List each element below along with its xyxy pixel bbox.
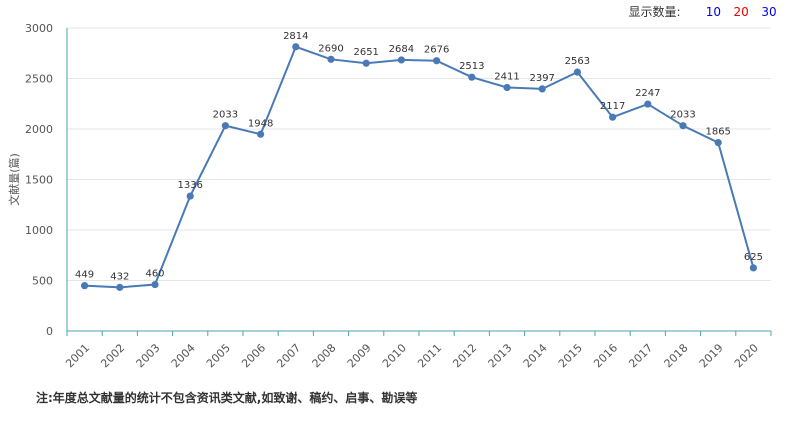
data-point xyxy=(397,56,405,64)
data-point xyxy=(221,122,229,130)
x-tick-label: 2011 xyxy=(415,341,444,370)
footnote: 注:年度总文献量的统计不包含资讯类文献,如致谢、稿约、启事、勘误等 xyxy=(36,391,418,405)
data-label: 1865 xyxy=(705,127,730,138)
display-count-30-option[interactable]: 30 xyxy=(761,5,777,19)
data-label: 2513 xyxy=(459,61,484,72)
data-point xyxy=(503,83,511,92)
y-axis-title: 文献量(篇) xyxy=(7,153,21,206)
display-count-bar: 显示数量: 10 20 30 xyxy=(628,3,778,20)
series-line xyxy=(84,45,755,289)
data-point xyxy=(468,73,476,81)
x-tick-label: 2003 xyxy=(134,341,163,370)
data-point xyxy=(644,100,652,108)
y-tick-label: 500 xyxy=(32,275,53,288)
y-tick-label: 1500 xyxy=(25,174,53,187)
data-label: 2247 xyxy=(635,88,660,99)
data-label: 2690 xyxy=(318,43,343,54)
data-point xyxy=(116,283,124,291)
data-point xyxy=(433,57,441,65)
x-tick-label: 2007 xyxy=(274,341,303,370)
data-label: 2684 xyxy=(389,44,414,55)
data-point xyxy=(749,264,758,272)
data-label: 2117 xyxy=(600,101,625,112)
data-label: 460 xyxy=(145,269,164,280)
x-tick-label: 2001 xyxy=(63,341,92,370)
x-tick-label: 2017 xyxy=(626,341,655,370)
data-label: 2814 xyxy=(283,31,308,42)
line-chart: 0 500 1000 1500 2000 2500 3000 2001 2002 2003 2004… xyxy=(7,22,772,370)
x-tick-label: 2020 xyxy=(732,341,761,370)
x-tick-label: 2012 xyxy=(450,341,479,370)
data-point xyxy=(538,85,546,93)
x-tick-label: 2010 xyxy=(380,341,409,370)
data-label: 2033 xyxy=(213,110,238,121)
y-tick-label: 2500 xyxy=(25,73,53,86)
data-label: 2397 xyxy=(529,73,554,84)
data-label: 1948 xyxy=(248,118,273,129)
y-tick-label: 1000 xyxy=(25,224,53,237)
x-tick-label: 2006 xyxy=(239,341,268,370)
data-point xyxy=(257,130,265,138)
data-point xyxy=(327,55,335,63)
data-label: 2033 xyxy=(670,110,695,121)
x-tick-label: 2005 xyxy=(204,341,233,370)
x-tick-label: 2018 xyxy=(662,341,691,370)
data-label: 2651 xyxy=(353,47,378,58)
data-point xyxy=(679,122,687,130)
data-label: 2411 xyxy=(494,71,519,82)
data-point xyxy=(151,280,159,289)
x-tick-label: 2009 xyxy=(345,341,374,370)
display-count-label: 显示数量: xyxy=(628,5,681,19)
y-tick-label: 0 xyxy=(46,325,53,338)
y-tick-label: 2000 xyxy=(25,123,53,136)
data-label: 1336 xyxy=(177,180,202,191)
x-tick-label: 2019 xyxy=(697,341,726,370)
data-point xyxy=(714,139,722,147)
data-label: 625 xyxy=(744,252,763,263)
display-count-20-option[interactable]: 20 xyxy=(733,5,749,19)
x-tick-label: 2013 xyxy=(486,341,515,370)
y-tick-label: 3000 xyxy=(25,22,53,35)
data-point xyxy=(362,59,370,67)
x-tick-label: 2016 xyxy=(591,341,620,370)
data-label: 2676 xyxy=(424,45,449,56)
x-tick-label: 2004 xyxy=(169,341,198,370)
data-point xyxy=(186,192,194,200)
data-point xyxy=(573,68,582,76)
data-point xyxy=(292,43,300,51)
x-tick-label: 2015 xyxy=(556,341,585,370)
data-label: 2563 xyxy=(565,56,590,67)
x-tick-label: 2008 xyxy=(310,341,339,370)
x-tick-label: 2014 xyxy=(521,341,550,370)
display-count-10-option[interactable]: 10 xyxy=(705,5,721,19)
data-point xyxy=(609,113,617,121)
data-label: 432 xyxy=(110,271,129,282)
data-label: 449 xyxy=(75,270,94,281)
data-point xyxy=(81,282,89,290)
x-tick-label: 2002 xyxy=(98,341,127,370)
